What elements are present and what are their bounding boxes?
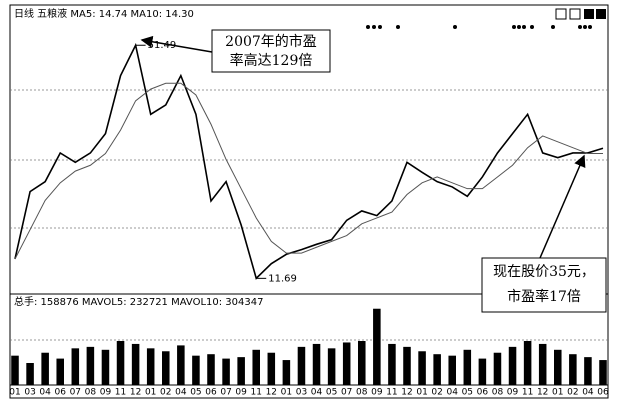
- volume-bar: [116, 341, 125, 385]
- volume-bar: [41, 352, 49, 385]
- volume-bar: [478, 358, 487, 385]
- volume-bar: [237, 357, 245, 385]
- x-tick-label: 08: [356, 388, 368, 398]
- x-tick-label: 11: [115, 388, 126, 398]
- annotation-box: [211, 29, 331, 73]
- price-line: [14, 42, 604, 280]
- volume-bar: [252, 349, 260, 385]
- volume-bar: [327, 348, 336, 385]
- volume-bar: [297, 346, 306, 385]
- x-tick-label: 04: [39, 388, 51, 398]
- x-tick-label: 12: [130, 388, 141, 398]
- volume-bar: [433, 354, 441, 385]
- x-tick-label: 06: [477, 388, 489, 398]
- annotation-box: [481, 257, 607, 313]
- volume-bar: [207, 354, 215, 385]
- x-tick-label: 04: [311, 388, 323, 398]
- volume-bar: [508, 346, 517, 385]
- value-label: 51.49: [148, 40, 177, 51]
- x-tick-label: 02: [160, 388, 171, 398]
- x-tick-label: 08: [492, 388, 504, 398]
- volume-bar: [267, 352, 276, 385]
- x-tick-label: 04: [582, 388, 594, 398]
- x-tick-label: 11: [251, 388, 262, 398]
- volume-bar: [86, 346, 95, 385]
- x-tick-label: 08: [85, 388, 97, 398]
- annotation: 市盈率17倍: [507, 288, 581, 305]
- value-label: 11.69: [268, 273, 297, 284]
- volume-bar: [599, 360, 607, 385]
- volume-bar: [192, 355, 200, 385]
- x-tick-label: 05: [326, 388, 337, 398]
- x-tick-label: 01: [552, 388, 563, 398]
- volume-bar: [403, 346, 411, 385]
- event-markers: [366, 25, 592, 29]
- x-tick-label: 01: [281, 388, 292, 398]
- volume-bar: [538, 343, 547, 385]
- x-tick-label: 04: [447, 388, 459, 398]
- annotation: 2007年的市盈: [225, 33, 317, 50]
- volume-bar: [101, 349, 110, 385]
- x-tick-label: 02: [431, 388, 442, 398]
- volume-bar: [71, 348, 80, 385]
- x-tick-label: 03: [24, 388, 35, 398]
- volume-bar: [418, 351, 426, 385]
- x-tick-label: 07: [220, 388, 231, 398]
- x-tick-label: 12: [401, 388, 412, 398]
- volume-bar: [554, 349, 562, 385]
- volume-bar: [448, 355, 456, 385]
- volume-bar: [146, 348, 155, 385]
- volume-bar: [222, 358, 230, 385]
- x-tick-label: 11: [522, 388, 533, 398]
- volume-bar: [162, 351, 170, 385]
- volume-bar: [358, 341, 366, 385]
- x-tick-label: 04: [175, 388, 187, 398]
- volume-bar: [493, 352, 502, 385]
- x-tick-label: 07: [70, 388, 81, 398]
- x-tick-label: 09: [507, 388, 519, 398]
- x-tick-label: 05: [190, 388, 201, 398]
- volume-bar: [177, 345, 185, 385]
- x-tick-label: 12: [537, 388, 548, 398]
- volume-bar: [463, 349, 472, 385]
- volume-bar: [282, 360, 291, 385]
- annotation: 率高达129倍: [230, 52, 313, 69]
- volume-bar: [388, 343, 396, 385]
- price-line: [14, 82, 603, 260]
- x-tick-label: 07: [341, 388, 352, 398]
- x-tick-label: 12: [266, 388, 277, 398]
- x-tick-label: 09: [100, 388, 112, 398]
- volume-bar: [26, 363, 34, 385]
- toolbar-icons: [555, 8, 606, 20]
- x-tick-label: 01: [145, 388, 156, 398]
- volume-bar: [569, 354, 577, 385]
- x-tick-label: 01: [416, 388, 427, 398]
- x-tick-label: 06: [597, 388, 609, 398]
- x-tick-label: 09: [371, 388, 383, 398]
- x-tick-label: 02: [567, 388, 578, 398]
- x-tick-label: 03: [296, 388, 307, 398]
- x-tick-label: 05: [462, 388, 473, 398]
- arrow: [539, 154, 586, 259]
- volume-bar: [131, 343, 140, 385]
- arrow: [140, 35, 213, 53]
- volume-bar: [373, 308, 381, 385]
- price-header: 日线 五粮液 MA5: 14.74 MA10: 14.30: [14, 7, 194, 20]
- volume-bar: [342, 342, 351, 385]
- annotation: 现在股价35元，: [493, 264, 595, 280]
- volume-bar: [584, 357, 592, 385]
- volume-bar: [523, 341, 532, 385]
- x-tick-label: 09: [235, 388, 247, 398]
- x-tick-label: 11: [386, 388, 397, 398]
- volume-header: 总手: 158876 MAVOL5: 232721 MAVOL10: 30434…: [14, 295, 263, 308]
- volume-bar: [11, 355, 19, 385]
- volume-bar: [312, 343, 321, 385]
- x-tick-label: 06: [205, 388, 217, 398]
- volume-bar: [56, 358, 64, 385]
- x-tick-label: 01: [9, 388, 20, 398]
- x-tick-label: 06: [55, 388, 67, 398]
